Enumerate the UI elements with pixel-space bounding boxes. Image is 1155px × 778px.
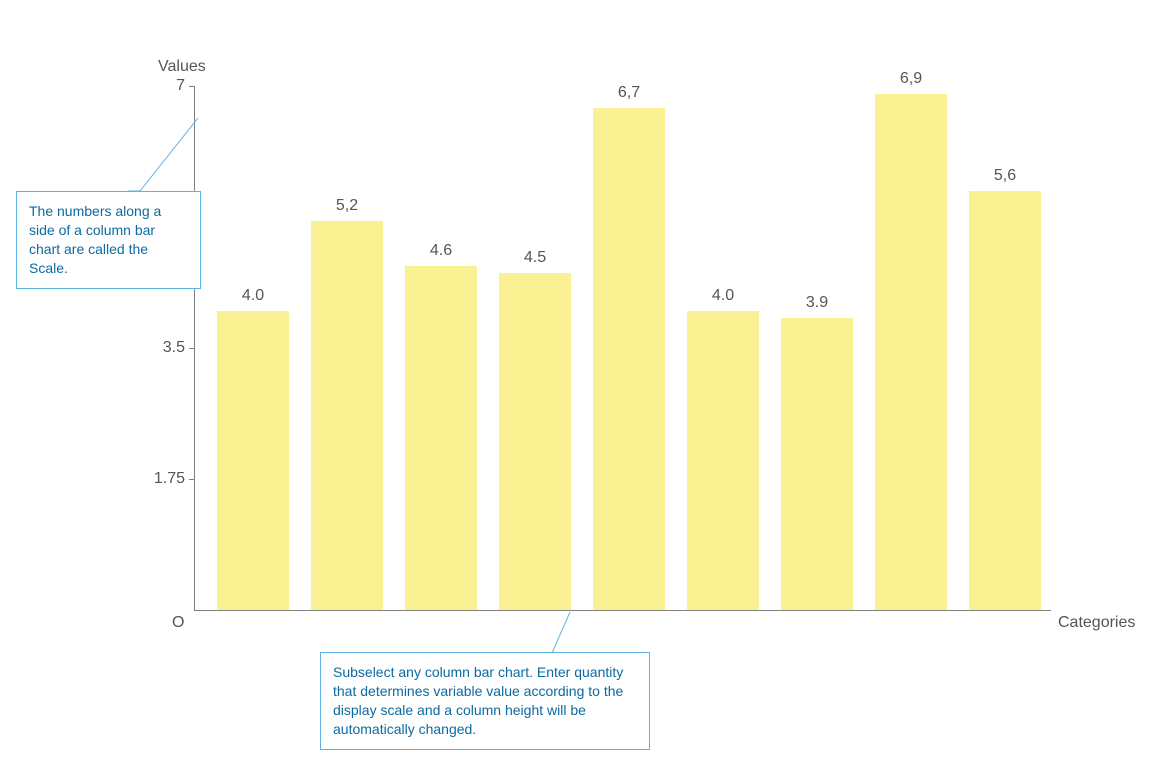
chart-stage: Values 7 3.5 1.75 4.0 5,2 4.6 4.5 6,7 4.0 3.9 6,9 5…: [0, 0, 1155, 778]
callout-subselect-text: Subselect any column bar chart. Enter qu…: [321, 653, 649, 749]
callout-scale: The numbers along a side of a column bar…: [16, 191, 201, 289]
bar[interactable]: 5,2: [311, 221, 383, 610]
bar[interactable]: 3.9: [781, 318, 853, 610]
bar-value-label: 6,9: [900, 70, 922, 88]
bar-value-label: 4.5: [524, 249, 546, 267]
y-axis-title: Values: [158, 58, 206, 76]
y-tick: 3.5: [163, 339, 195, 357]
bar[interactable]: 4.0: [687, 311, 759, 610]
callout-subselect: Subselect any column bar chart. Enter qu…: [320, 652, 650, 750]
y-tick-mark: [189, 348, 195, 349]
bar[interactable]: 4.0: [217, 311, 289, 610]
y-tick: 1.75: [154, 470, 195, 488]
bar-value-label: 4.0: [712, 287, 734, 305]
bar-value-label: 4.6: [430, 242, 452, 260]
callout-subselect-tail: [530, 612, 590, 656]
bar[interactable]: 5,6: [969, 191, 1041, 610]
y-tick-label: 7: [176, 77, 185, 95]
bar-value-label: 5,6: [994, 167, 1016, 185]
callout-scale-text: The numbers along a side of a column bar…: [17, 192, 200, 288]
chart-plot-area: 73.51.754.05,24.64.56,74.03.96,95,6: [194, 86, 1051, 611]
y-tick-label: 1.75: [154, 470, 185, 488]
bar-value-label: 3.9: [806, 294, 828, 312]
bar-value-label: 6,7: [618, 84, 640, 102]
bar-value-label: 5,2: [336, 197, 358, 215]
y-tick-mark: [189, 479, 195, 480]
x-axis-title: Categories: [1058, 614, 1135, 632]
bar[interactable]: 4.5: [499, 273, 571, 610]
y-tick-label: 3.5: [163, 339, 185, 357]
bar-value-label: 4.0: [242, 287, 264, 305]
origin-label: O: [172, 614, 184, 632]
y-tick: 7: [176, 77, 195, 95]
bar[interactable]: 6,9: [875, 94, 947, 611]
bar[interactable]: 4.6: [405, 266, 477, 610]
y-tick-mark: [189, 86, 195, 87]
bar[interactable]: 6,7: [593, 108, 665, 610]
